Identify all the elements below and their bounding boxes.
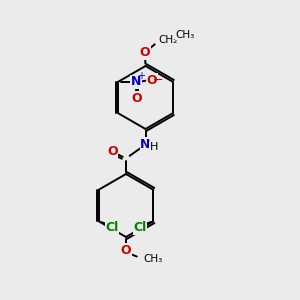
Text: O: O bbox=[146, 74, 157, 87]
Text: +: + bbox=[137, 71, 145, 81]
Text: Cl: Cl bbox=[133, 221, 146, 234]
Text: O: O bbox=[121, 244, 131, 257]
Text: N: N bbox=[131, 75, 141, 88]
Text: Cl: Cl bbox=[106, 221, 119, 234]
Text: CH₃: CH₃ bbox=[143, 254, 163, 264]
Text: CH₂: CH₂ bbox=[158, 34, 178, 45]
Text: O: O bbox=[140, 46, 150, 59]
Text: −: − bbox=[153, 74, 164, 87]
Text: O: O bbox=[131, 92, 142, 105]
Text: CH₃: CH₃ bbox=[176, 29, 195, 40]
Text: H: H bbox=[150, 142, 158, 152]
Text: N: N bbox=[140, 138, 151, 151]
Text: O: O bbox=[107, 145, 118, 158]
